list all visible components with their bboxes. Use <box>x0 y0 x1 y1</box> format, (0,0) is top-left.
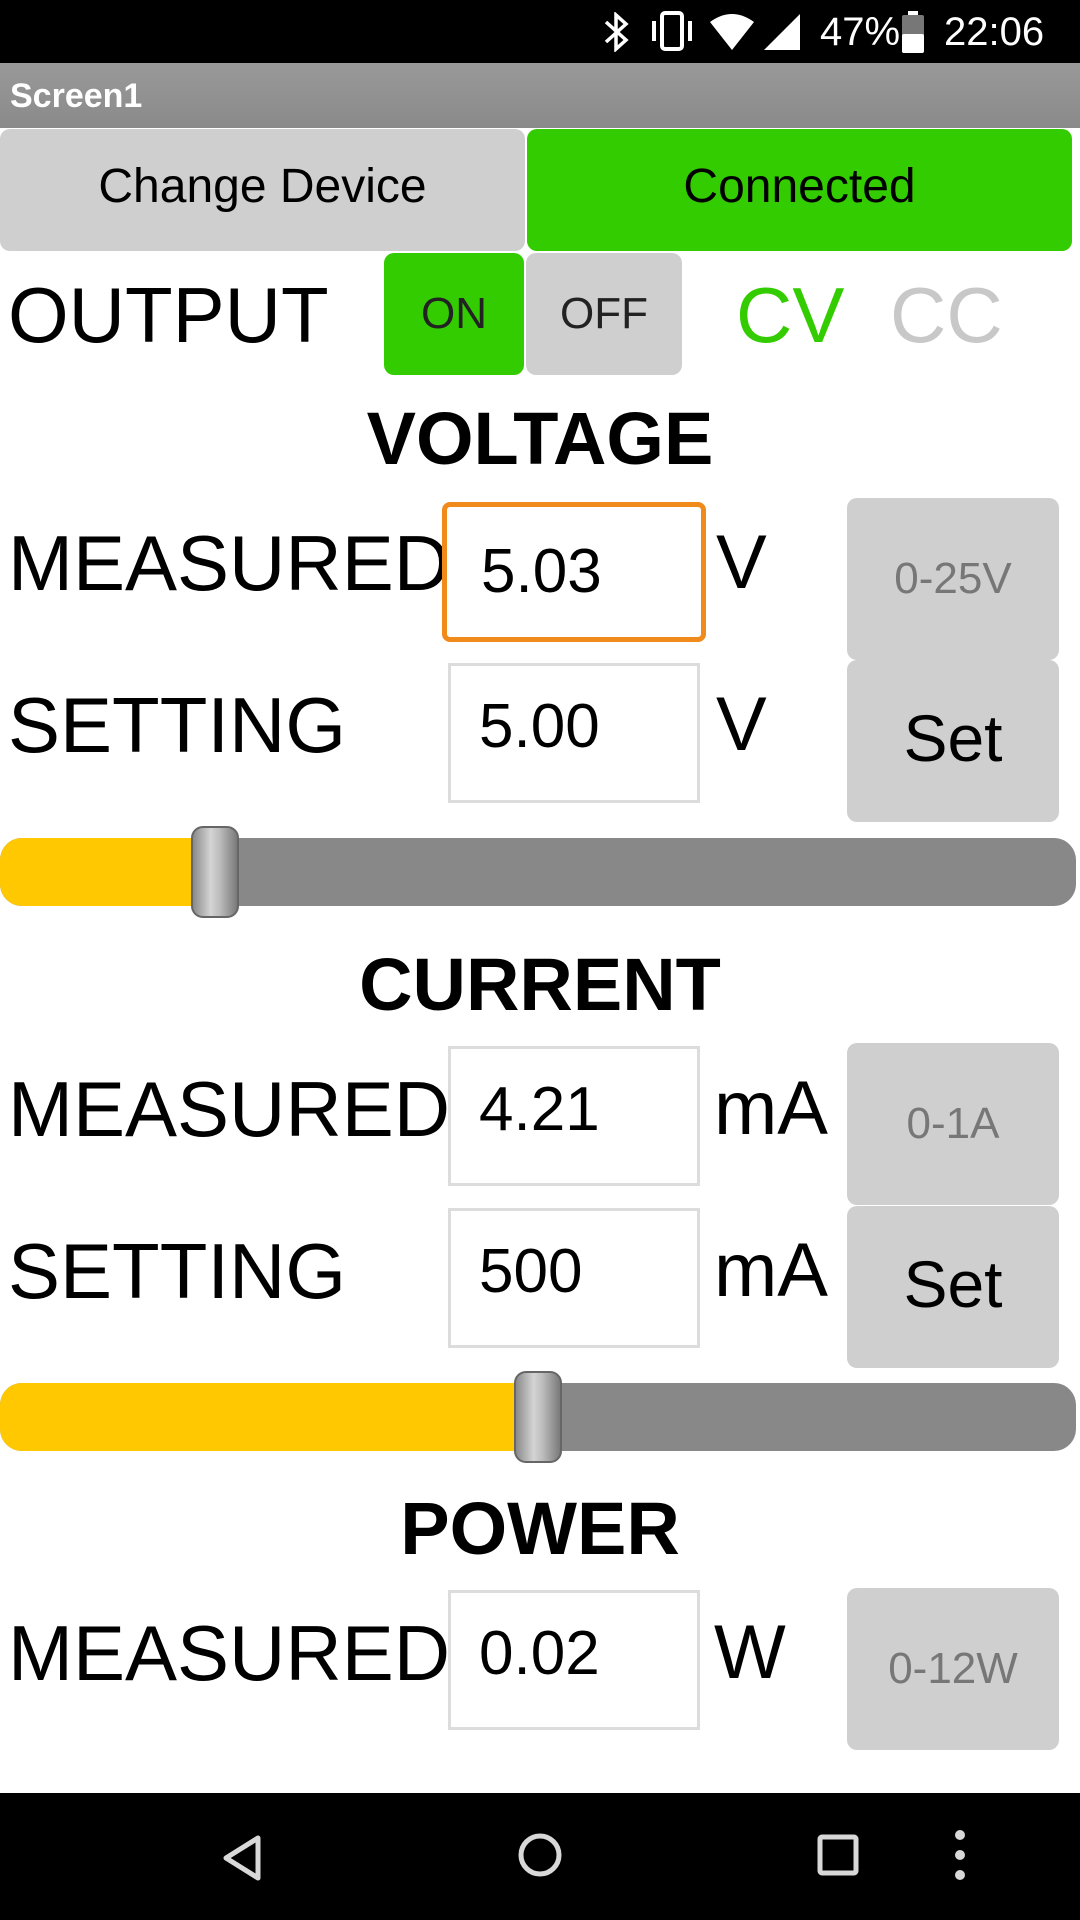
current-slider[interactable] <box>0 1371 1076 1471</box>
recents-icon[interactable] <box>816 1833 860 1877</box>
connected-label: Connected <box>683 160 916 213</box>
voltage-measured-label: MEASURED <box>8 519 451 607</box>
cell-signal-icon <box>764 14 800 50</box>
current-heading: CURRENT <box>359 943 721 1026</box>
title-bar: Screen1 <box>0 63 1080 128</box>
bluetooth-icon <box>604 12 629 52</box>
voltage-range-label: 0-25V <box>894 554 1012 603</box>
navigation-bar <box>0 1793 1080 1920</box>
current-setting-label: SETTING <box>8 1227 347 1315</box>
battery-percent: 47% <box>820 10 901 54</box>
home-icon[interactable] <box>516 1831 564 1879</box>
output-off-label: OFF <box>560 289 648 338</box>
current-measured-value: 4.21 <box>479 1075 600 1144</box>
clock: 22:06 <box>944 10 1045 54</box>
power-heading: POWER <box>400 1487 680 1570</box>
voltage-range-button[interactable]: 0-25V <box>847 498 1059 660</box>
output-label: OUTPUT <box>8 271 329 359</box>
power-measured-unit: W <box>714 1610 786 1695</box>
voltage-slider-track <box>0 838 1076 906</box>
voltage-setting-value: 5.00 <box>479 692 600 761</box>
change-device-button[interactable]: Change Device <box>0 129 525 251</box>
voltage-measured-unit: V <box>716 520 767 605</box>
screen-title: Screen1 <box>10 77 143 115</box>
voltage-setting-input[interactable]: 5.00 <box>448 663 700 803</box>
current-measured-field[interactable]: 4.21 <box>448 1046 700 1186</box>
power-range-label: 0-12W <box>888 1644 1018 1693</box>
voltage-setting-label: SETTING <box>8 681 347 769</box>
power-range-button[interactable]: 0-12W <box>847 1588 1059 1750</box>
battery-icon <box>902 11 924 53</box>
current-measured-unit: mA <box>714 1066 828 1151</box>
voltage-set-button[interactable]: Set <box>847 660 1059 822</box>
current-slider-thumb[interactable] <box>514 1371 562 1463</box>
cc-mode-indicator: CC <box>890 271 1003 359</box>
more-vert-icon[interactable] <box>950 1827 970 1883</box>
voltage-setting-unit: V <box>716 682 767 767</box>
voltage-slider[interactable] <box>0 826 1076 926</box>
connected-button[interactable]: Connected <box>527 129 1072 251</box>
current-range-button[interactable]: 0-1A <box>847 1043 1059 1205</box>
current-set-label: Set <box>903 1247 1003 1321</box>
voltage-measured-value: 5.03 <box>481 537 602 606</box>
current-setting-unit: mA <box>714 1228 828 1313</box>
output-on-label: ON <box>421 289 487 338</box>
voltage-slider-fill <box>0 838 215 906</box>
cv-mode-indicator: CV <box>736 271 845 359</box>
wifi-icon <box>710 14 754 50</box>
current-range-label: 0-1A <box>906 1099 1000 1148</box>
power-measured-field[interactable]: 0.02 <box>448 1590 700 1730</box>
back-icon[interactable] <box>218 1833 266 1883</box>
change-device-label: Change Device <box>98 160 427 213</box>
output-on-button[interactable]: ON <box>384 253 524 375</box>
voltage-heading: VOLTAGE <box>366 397 714 480</box>
output-off-button[interactable]: OFF <box>526 253 682 375</box>
voltage-measured-field[interactable]: 5.03 <box>442 502 706 642</box>
voltage-slider-thumb[interactable] <box>191 826 239 918</box>
vibrate-icon <box>652 11 692 51</box>
current-set-button[interactable]: Set <box>847 1206 1059 1368</box>
voltage-set-label: Set <box>903 701 1003 775</box>
power-measured-value: 0.02 <box>479 1619 600 1688</box>
power-measured-label: MEASURED <box>8 1609 451 1697</box>
current-slider-fill <box>0 1383 538 1451</box>
status-bar: 47% 22:06 <box>0 0 1080 63</box>
current-setting-input[interactable]: 500 <box>448 1208 700 1348</box>
current-setting-value: 500 <box>479 1237 583 1306</box>
current-measured-label: MEASURED <box>8 1065 451 1153</box>
